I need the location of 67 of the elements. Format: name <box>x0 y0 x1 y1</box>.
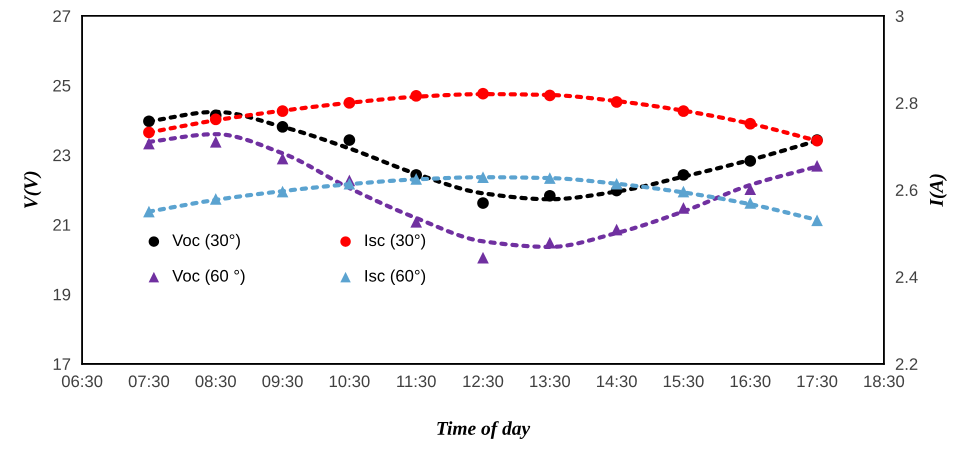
x-tick-label: 06:30 <box>62 375 102 388</box>
point <box>344 178 356 190</box>
x-axis-title: Time of day <box>437 421 530 439</box>
point <box>477 88 489 100</box>
point <box>276 121 288 133</box>
y-tick-label: 27 <box>53 10 70 22</box>
x-tick-label: 18:30 <box>864 375 904 388</box>
point <box>678 105 690 117</box>
y2-tick-label: 2.4 <box>896 271 918 283</box>
y-tick-label: 19 <box>54 288 70 300</box>
point <box>610 96 622 108</box>
y-tick-label: 17 <box>54 358 70 370</box>
point <box>744 183 756 195</box>
point <box>143 126 155 138</box>
x-tick-label: 10:30 <box>330 375 370 388</box>
point <box>410 90 422 102</box>
x-tick-label: 12:30 <box>463 375 504 388</box>
point <box>811 160 823 172</box>
point <box>544 172 556 184</box>
y2-tick-label: 3 <box>896 10 904 22</box>
legend-label: Isc (30°) <box>365 234 426 250</box>
point <box>610 178 622 190</box>
point <box>744 118 756 130</box>
x-tick-label: 11:30 <box>397 375 436 388</box>
x-tick-label: 13:30 <box>530 375 570 388</box>
point <box>678 169 690 181</box>
y2-tick-label: 2.8 <box>896 97 918 110</box>
point <box>544 190 556 202</box>
point <box>477 171 489 184</box>
legend-label: Isc (60°) <box>365 269 426 285</box>
x-tick-label: 09:30 <box>262 375 303 388</box>
y2-axis-title: I(A) <box>929 174 947 207</box>
point <box>210 136 222 148</box>
point <box>544 236 556 249</box>
point <box>678 186 690 198</box>
y2-tick-label: 2.6 <box>896 184 918 196</box>
point <box>143 206 155 218</box>
x-tick-label: 14:30 <box>597 375 637 388</box>
point <box>276 105 288 117</box>
point <box>477 252 489 264</box>
y-tick-label: 23 <box>53 149 70 162</box>
point <box>477 197 489 209</box>
x-tick-label: 16:30 <box>730 375 770 388</box>
legend-label: Voc (60 °) <box>172 269 245 285</box>
point <box>344 97 356 109</box>
y2-tick-label: 2.2 <box>896 358 918 370</box>
point <box>811 214 823 226</box>
point <box>276 186 288 198</box>
point <box>210 193 222 205</box>
legend-label: Voc (30°) <box>172 234 240 250</box>
point <box>678 202 690 214</box>
y-tick-label: 21 <box>53 219 70 231</box>
x-tick-label: 15:30 <box>664 375 704 388</box>
point <box>143 138 155 150</box>
y-axis-title: V(V) <box>24 172 42 208</box>
y-tick-label: 25 <box>53 80 70 92</box>
point <box>210 114 222 126</box>
point <box>744 155 756 167</box>
point <box>410 173 422 185</box>
x-tick-label: 17:30 <box>797 375 838 388</box>
point <box>410 216 422 228</box>
point <box>344 134 356 146</box>
x-tick-label: 07:30 <box>128 375 170 388</box>
point <box>544 90 556 102</box>
point <box>143 115 155 128</box>
point <box>744 197 756 209</box>
x-tick-label: 08:30 <box>196 375 236 388</box>
